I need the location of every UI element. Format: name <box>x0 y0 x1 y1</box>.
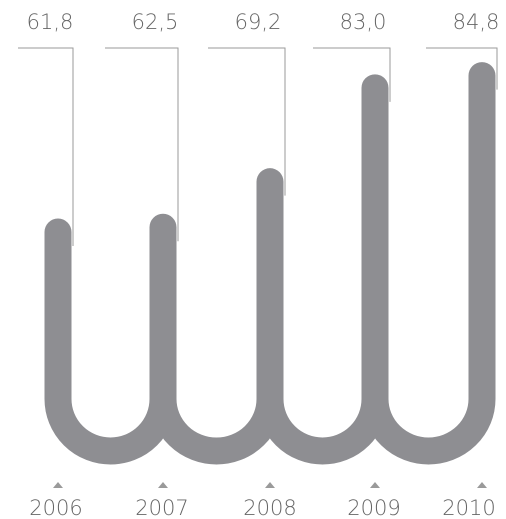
value-label-2007: 62,5 <box>132 10 179 34</box>
year-label-2007: 2007 <box>135 496 188 519</box>
ticks-layer <box>53 482 487 488</box>
value-label-2008: 69,2 <box>235 10 282 34</box>
tick-marker-2008 <box>265 482 275 488</box>
year-label-2010: 2010 <box>442 496 495 519</box>
bars-layer <box>58 76 482 451</box>
tick-marker-2007 <box>158 482 168 488</box>
leader-line-2006 <box>18 48 73 246</box>
year-label-2006: 2006 <box>29 496 82 519</box>
value-label-2006: 61,8 <box>27 10 74 34</box>
year-label-2009: 2009 <box>347 496 400 519</box>
tick-marker-2010 <box>477 482 487 488</box>
tick-marker-2009 <box>370 482 380 488</box>
value-label-2009: 83,0 <box>340 10 387 34</box>
leader-line-2007 <box>105 48 178 241</box>
year-label-2008: 2008 <box>243 496 296 519</box>
value-label-2010: 84,8 <box>453 10 500 34</box>
tick-marker-2006 <box>53 482 63 488</box>
